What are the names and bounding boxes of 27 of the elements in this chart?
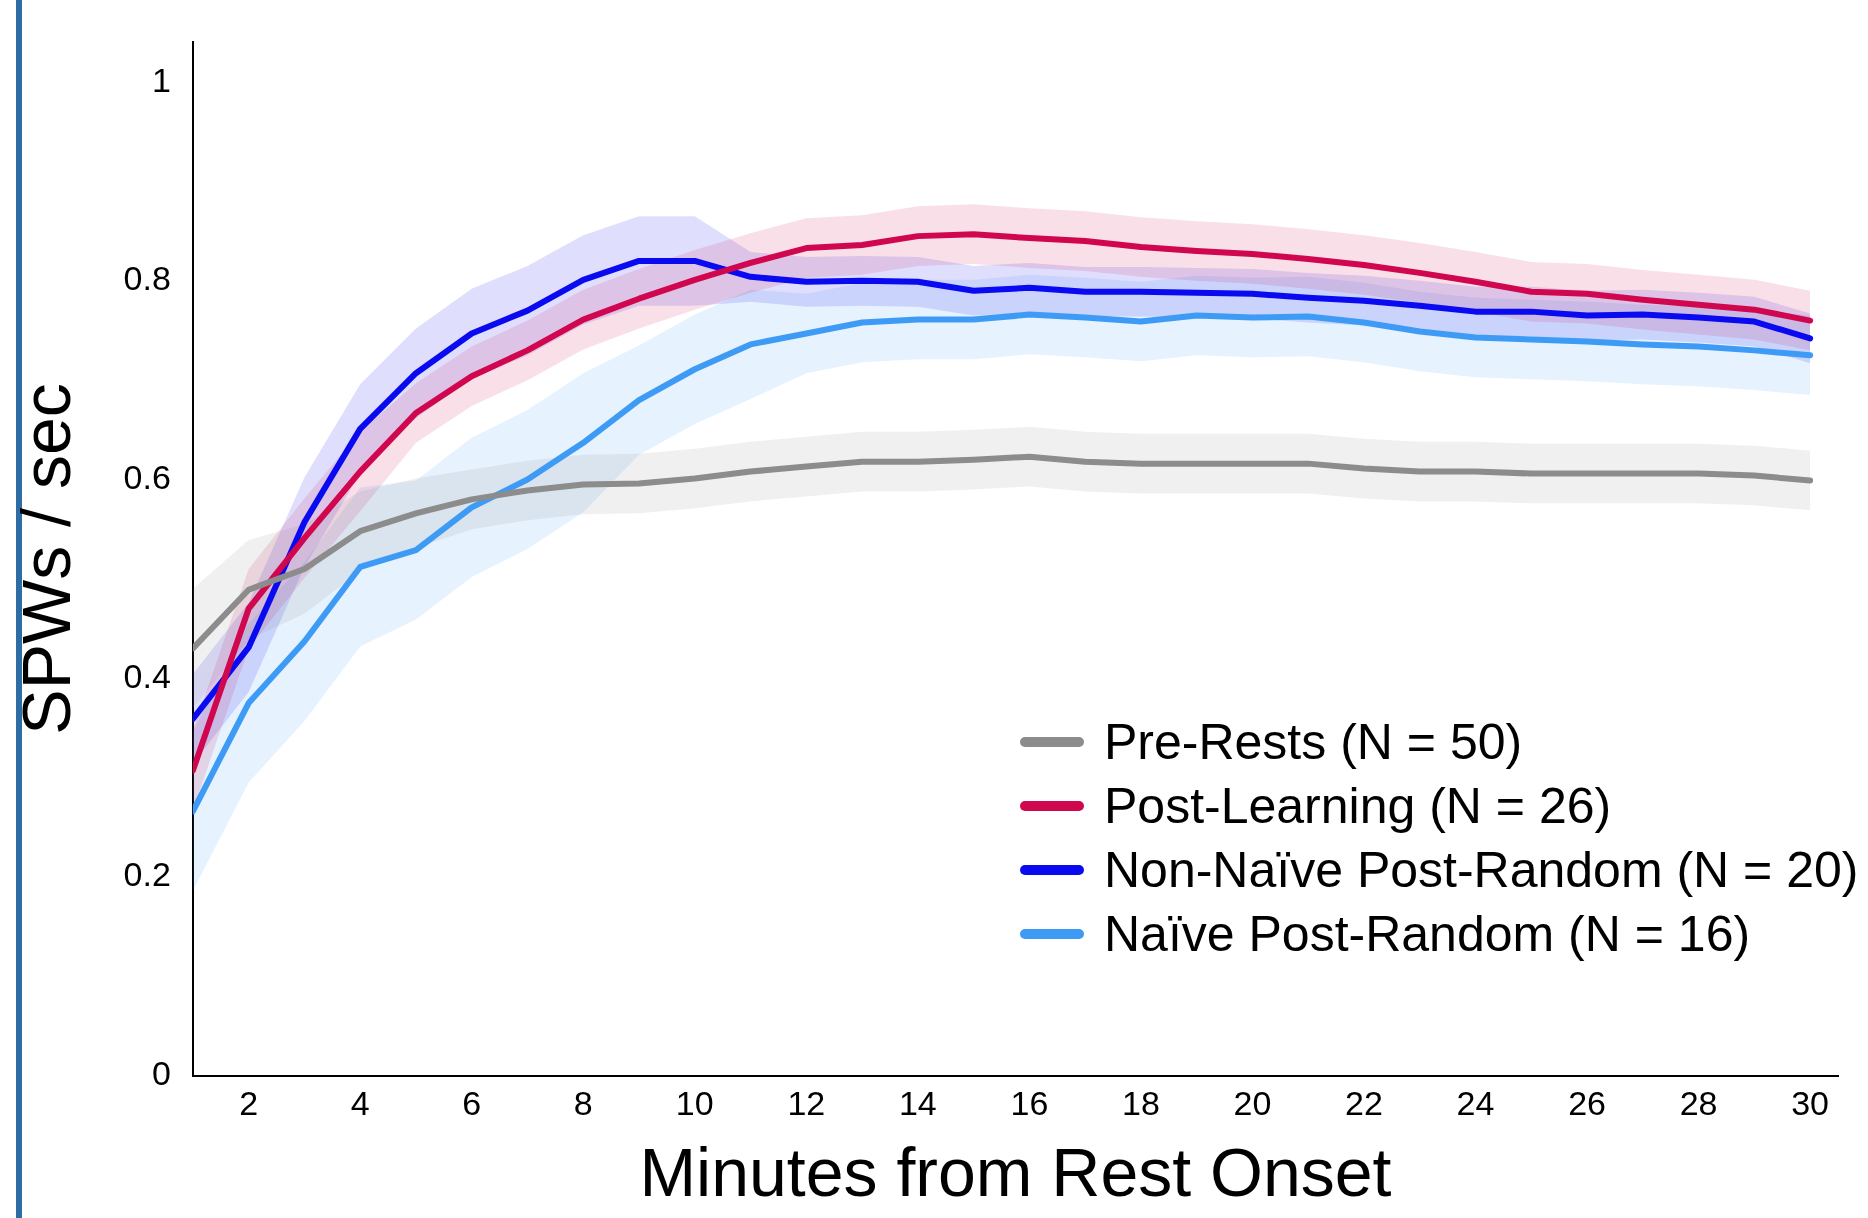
x-tick-label: 18 bbox=[1121, 1084, 1160, 1123]
x-tick-label: 26 bbox=[1568, 1084, 1606, 1123]
y-tick-label: 0.2 bbox=[123, 855, 171, 894]
x-tick-label: 24 bbox=[1456, 1084, 1495, 1123]
y-tick-label: 0.4 bbox=[123, 656, 171, 695]
x-tick-label: 16 bbox=[1010, 1084, 1049, 1123]
x-tick-label: 2 bbox=[239, 1084, 259, 1123]
y-tick-label: 1 bbox=[151, 60, 171, 99]
x-tick-label: 4 bbox=[350, 1084, 370, 1123]
legend-label: Post-Learning (N = 26) bbox=[1104, 776, 1612, 836]
y-tick-label: 0.8 bbox=[123, 259, 171, 298]
x-tick-label: 30 bbox=[1791, 1084, 1830, 1123]
x-tick-label: 22 bbox=[1345, 1084, 1383, 1123]
y-tick-label: 0.6 bbox=[123, 457, 171, 496]
y-tick-label: 0 bbox=[151, 1053, 171, 1092]
x-tick-label: 28 bbox=[1679, 1084, 1718, 1123]
legend-label: Naïve Post-Random (N = 16) bbox=[1104, 904, 1751, 964]
x-tick-label: 14 bbox=[898, 1084, 937, 1123]
x-axis-title: Minutes from Rest Onset bbox=[639, 1133, 1392, 1210]
legend-label: Pre-Rests (N = 50) bbox=[1104, 712, 1523, 772]
x-tick-label: 8 bbox=[573, 1084, 593, 1123]
x-tick-label: 20 bbox=[1233, 1084, 1272, 1123]
x-tick-label: 6 bbox=[462, 1084, 482, 1123]
y-axis-title: SPWs / sec bbox=[7, 383, 84, 735]
x-tick-label: 12 bbox=[787, 1084, 826, 1123]
legend-label: Non-Naïve Post-Random (N = 20) bbox=[1104, 840, 1859, 900]
x-tick-label: 10 bbox=[675, 1084, 714, 1123]
